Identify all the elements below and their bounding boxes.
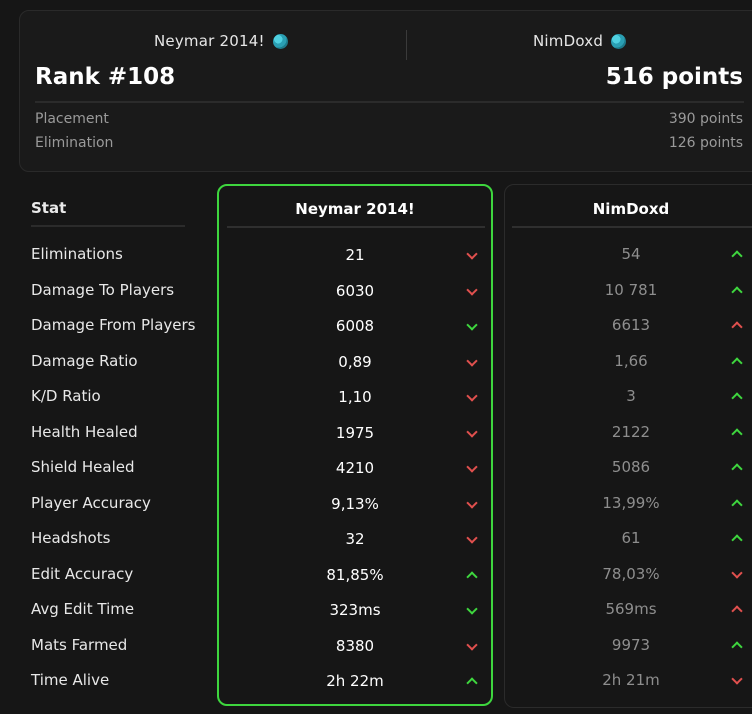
player2-stat-value: 2122: [611, 423, 651, 441]
player2-name[interactable]: NimDoxd: [533, 32, 604, 50]
stat-label: Mats Farmed: [31, 636, 128, 654]
stat-label: Player Accuracy: [31, 494, 151, 512]
stat-column-header: Stat: [31, 199, 67, 217]
player2-stat-value: 61: [621, 529, 641, 547]
player2-title-underline: [512, 226, 752, 228]
player1-title-underline: [227, 226, 485, 228]
player2-header[interactable]: NimDoxd: [533, 32, 627, 50]
player2-stat-value: 54: [621, 245, 641, 263]
header-divider: [406, 30, 407, 60]
elimination-points: 126 points: [668, 135, 743, 151]
team-summary-card: [19, 10, 752, 172]
player1-stat-value: 0,89: [338, 353, 372, 371]
player1-stat-value: 81,85%: [326, 566, 384, 584]
player1-stat-value: 1,10: [338, 388, 372, 406]
player2-stat-value: 3: [626, 387, 636, 405]
team-points: 516 points: [605, 64, 743, 90]
summary-divider: [35, 101, 744, 103]
player1-stat-value: 32: [345, 530, 365, 548]
stat-label: Damage From Players: [31, 316, 196, 334]
player1-stat-value: 6008: [335, 317, 375, 335]
player1-stat-value: 8380: [335, 637, 375, 655]
globe-icon: [272, 33, 288, 49]
player1-stats-column: [217, 184, 493, 706]
team-rank: Rank #108: [35, 64, 176, 90]
stat-label: Headshots: [31, 529, 111, 547]
player1-stat-value: 9,13%: [331, 495, 379, 513]
stat-label: Health Healed: [31, 423, 138, 441]
player2-stat-value: 2h 21m: [602, 671, 660, 689]
placement-label: Placement: [35, 111, 109, 127]
stat-label: Avg Edit Time: [31, 600, 135, 618]
globe-icon: [611, 33, 627, 49]
player2-stat-value: 569ms: [605, 600, 657, 618]
stat-header-underline: [31, 225, 185, 227]
player1-stat-value: 2h 22m: [326, 672, 384, 690]
player1-column-title: Neymar 2014!: [295, 200, 415, 218]
stat-label: Eliminations: [31, 245, 123, 263]
player1-header[interactable]: Neymar 2014!: [154, 32, 288, 50]
placement-points: 390 points: [668, 111, 743, 127]
player1-name[interactable]: Neymar 2014!: [154, 32, 265, 50]
player2-stat-value: 5086: [611, 458, 651, 476]
player2-stats-column: [504, 184, 752, 708]
player1-stat-value: 6030: [335, 282, 375, 300]
player2-stat-value: 1,66: [614, 352, 648, 370]
stat-label: Shield Healed: [31, 458, 135, 476]
player2-column-title: NimDoxd: [592, 200, 670, 218]
player2-stat-value: 6613: [611, 316, 651, 334]
player1-stat-value: 4210: [335, 459, 375, 477]
stat-label: Time Alive: [31, 671, 110, 689]
stat-label: Damage To Players: [31, 281, 175, 299]
player2-stat-value: 78,03%: [602, 565, 660, 583]
player2-stat-value: 10 781: [604, 281, 658, 299]
player2-stat-value: 13,99%: [602, 494, 660, 512]
elimination-label: Elimination: [35, 135, 114, 151]
player1-stat-value: 1975: [335, 424, 375, 442]
player1-stat-value: 323ms: [329, 601, 381, 619]
stat-label: Edit Accuracy: [31, 565, 134, 583]
player1-stat-value: 21: [345, 246, 365, 264]
stat-label: K/D Ratio: [31, 387, 101, 405]
stat-label: Damage Ratio: [31, 352, 138, 370]
player2-stat-value: 9973: [611, 636, 651, 654]
